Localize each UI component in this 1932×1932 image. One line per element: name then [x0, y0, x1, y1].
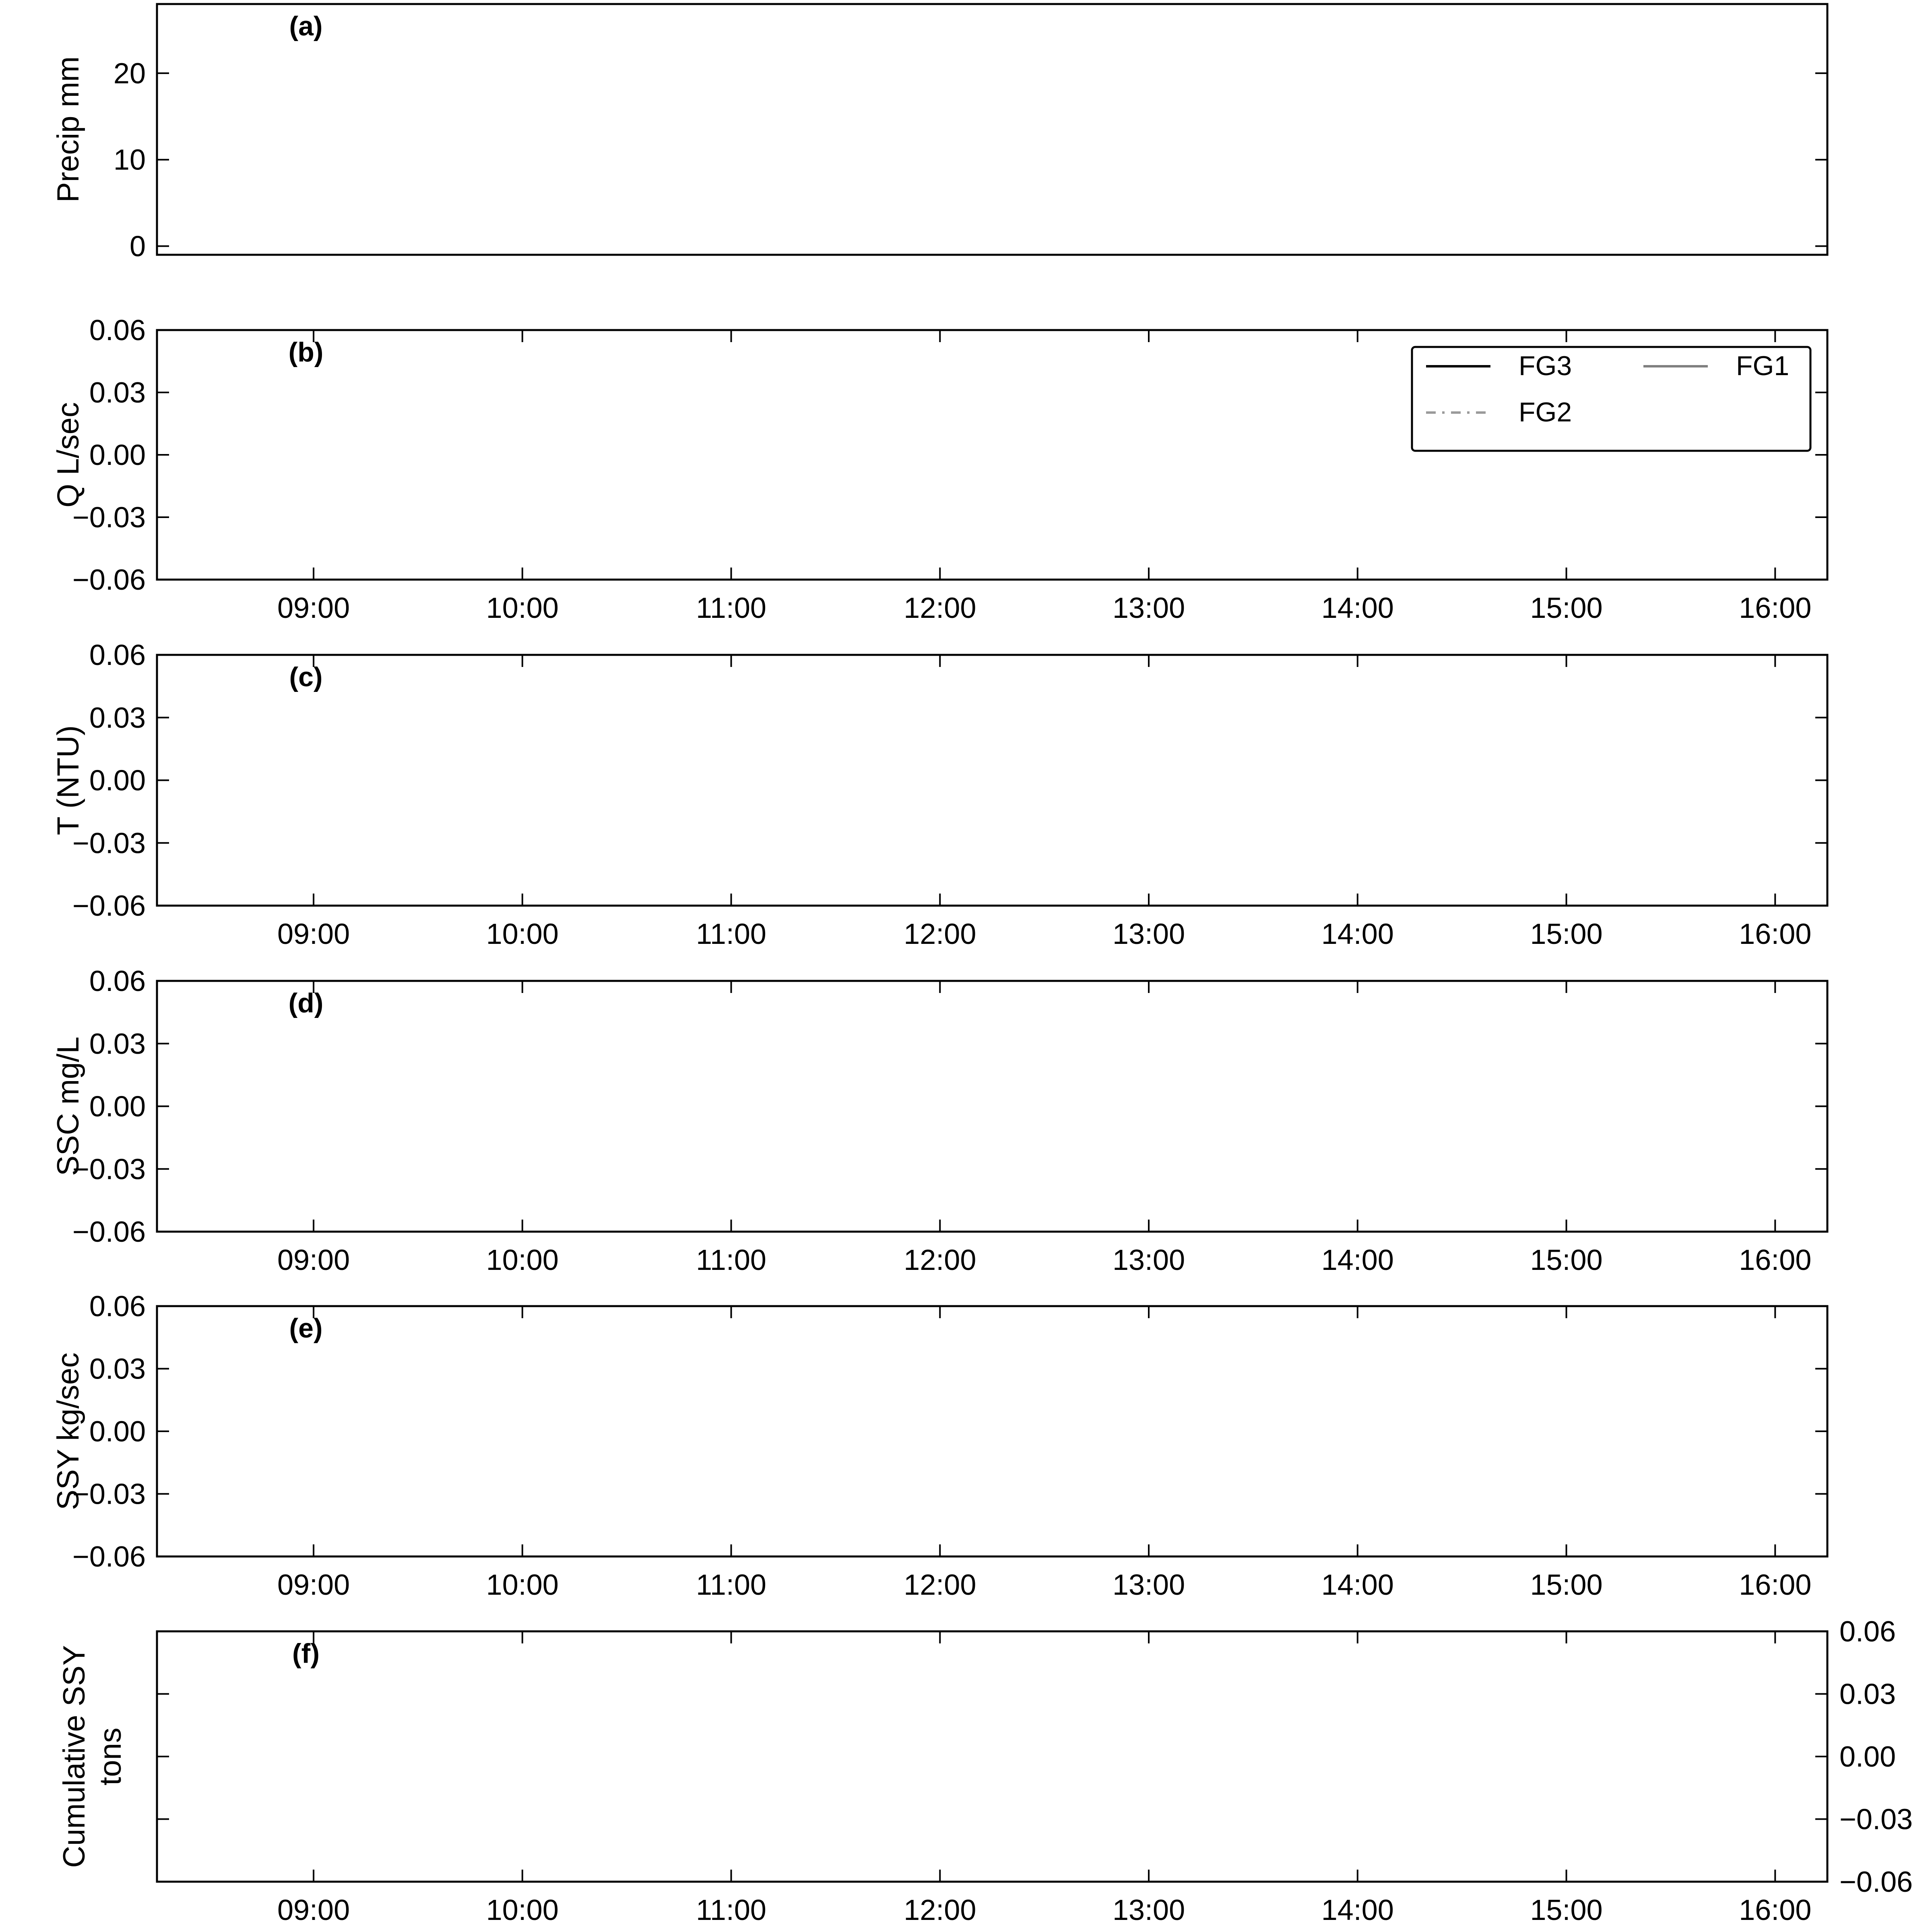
- x-tick-label: 11:00: [696, 918, 766, 950]
- y-tick-label: 0.03: [89, 377, 146, 409]
- panel-b: −0.06 −0.03 0.00 0.03 0.06 09:00 10:00 11:00 12:…: [51, 314, 1829, 624]
- y-tick-label: 0.03: [89, 1028, 146, 1060]
- x-tick-label: 09:00: [277, 1244, 350, 1276]
- x-tick-label: 15:00: [1530, 1244, 1602, 1276]
- x-tick-label: 14:00: [1321, 1569, 1394, 1601]
- plot-frame: [156, 3, 1829, 256]
- legend-label: FG3: [1519, 351, 1572, 381]
- y-tick-label: 0.03: [89, 1353, 146, 1385]
- x-tick-label: 16:00: [1739, 1894, 1811, 1926]
- y-tick-label: 0.06: [89, 314, 146, 347]
- x-tick-label: 15:00: [1530, 918, 1602, 950]
- y-tick-label: −0.03: [1839, 1804, 1913, 1836]
- x-tick-label: 12:00: [904, 1894, 976, 1926]
- y-axis-label: Precip mm: [51, 56, 85, 202]
- x-tick-label: 11:00: [696, 1244, 766, 1276]
- x-tick-label: 16:00: [1739, 592, 1811, 624]
- y-tick-label: 10: [114, 144, 146, 176]
- y-tick-label: 20: [114, 58, 146, 90]
- panel-a: 0 10 20 Precip mm (a): [51, 3, 1829, 263]
- plot-frame: [156, 1630, 1829, 1883]
- y-tick-label: −0.06: [1839, 1866, 1913, 1898]
- panel-c: −0.06 −0.03 0.00 0.03 0.06 09:00 10:00 11:00 12:…: [51, 639, 1829, 950]
- y-tick-label: 0.00: [1839, 1741, 1896, 1773]
- plot-frame: [156, 980, 1829, 1233]
- x-tick-label: 09:00: [277, 918, 350, 950]
- legend: FG3 FG1 FG2: [1411, 346, 1812, 452]
- x-tick-label: 13:00: [1113, 1569, 1185, 1601]
- x-tick-label: 14:00: [1321, 1244, 1394, 1276]
- panel-label: (d): [289, 988, 324, 1018]
- y-axis-label: T (NTU): [51, 725, 85, 835]
- x-tick-label: 13:00: [1113, 1244, 1185, 1276]
- x-tick-label: 13:00: [1113, 1894, 1185, 1926]
- y-tick-label: 0.00: [89, 439, 146, 471]
- x-tick-label: 12:00: [904, 592, 976, 624]
- panel-label: (b): [289, 337, 324, 367]
- y-axis-label: Q L/sec: [51, 402, 85, 508]
- y-axis-label: Cumulative SSY: [57, 1645, 91, 1868]
- y-axis-label: SSY kg/sec: [51, 1352, 85, 1510]
- y-tick-label: −0.03: [72, 1478, 146, 1511]
- y-tick-label: −0.03: [72, 827, 146, 859]
- panel-d: −0.06 −0.03 0.00 0.03 0.06 09:00 10:00 11:00 12:…: [51, 965, 1829, 1276]
- y-tick-label: 0.06: [89, 1290, 146, 1323]
- legend-label: FG1: [1736, 351, 1789, 381]
- x-tick-label: 13:00: [1113, 592, 1185, 624]
- y-axis-label: SSC mg/L: [51, 1036, 85, 1176]
- x-tick-label: 14:00: [1321, 592, 1394, 624]
- x-tick-label: 15:00: [1530, 1569, 1602, 1601]
- panel-label: (f): [292, 1638, 320, 1669]
- y-tick-label: −0.03: [72, 1153, 146, 1185]
- x-tick-label: 11:00: [696, 1894, 766, 1926]
- y-tick-label: 0.06: [89, 965, 146, 997]
- plot-frame: [156, 654, 1829, 907]
- y-tick-label: −0.03: [72, 502, 146, 534]
- y-tick-label: 0.03: [1839, 1678, 1896, 1711]
- y-tick-label: 0.06: [1839, 1616, 1896, 1648]
- x-tick-label: 12:00: [904, 918, 976, 950]
- y-tick-label: −0.06: [72, 890, 146, 922]
- x-tick-label: 10:00: [486, 592, 559, 624]
- y-tick-label: 0.00: [89, 765, 146, 797]
- x-tick-label: 16:00: [1739, 1569, 1811, 1601]
- panel-label: (c): [289, 662, 322, 692]
- x-tick-label: 15:00: [1530, 1894, 1602, 1926]
- y-axis-label: tons: [93, 1728, 128, 1785]
- x-tick-label: 10:00: [486, 1244, 559, 1276]
- y-tick-label: −0.06: [72, 1541, 146, 1573]
- x-tick-label: 11:00: [696, 592, 766, 624]
- x-tick-label: 10:00: [486, 1894, 559, 1926]
- y-tick-label: 0.00: [89, 1091, 146, 1123]
- x-tick-label: 14:00: [1321, 1894, 1394, 1926]
- legend-box: [1411, 346, 1812, 452]
- panel-label: (e): [289, 1313, 322, 1344]
- plot-frame: [156, 1305, 1829, 1558]
- x-tick-label: 16:00: [1739, 918, 1811, 950]
- x-tick-label: 13:00: [1113, 918, 1185, 950]
- x-tick-label: 10:00: [486, 918, 559, 950]
- y-tick-label: −0.06: [72, 1216, 146, 1248]
- panel-label: (a): [289, 11, 322, 41]
- x-tick-label: 14:00: [1321, 918, 1394, 950]
- y-tick-label: 0.00: [89, 1416, 146, 1448]
- x-tick-label: 12:00: [904, 1569, 976, 1601]
- x-tick-label: 09:00: [277, 1569, 350, 1601]
- x-tick-label: 10:00: [486, 1569, 559, 1601]
- x-tick-label: 11:00: [696, 1569, 766, 1601]
- x-tick-label: 16:00: [1739, 1244, 1811, 1276]
- y-tick-label: −0.06: [72, 564, 146, 596]
- y-tick-label: 0: [130, 231, 146, 263]
- panel-f: −0.06 −0.03 0.00 0.03 0.06 09:00 10:00 11:00 12:…: [57, 1616, 1913, 1926]
- x-tick-label: 09:00: [277, 592, 350, 624]
- legend-label: FG2: [1519, 397, 1572, 427]
- x-tick-label: 15:00: [1530, 592, 1602, 624]
- panel-e: −0.06 −0.03 0.00 0.03 0.06 09:00 10:00 11:00 12:…: [51, 1290, 1829, 1601]
- x-tick-label: 09:00: [277, 1894, 350, 1926]
- y-tick-label: 0.03: [89, 702, 146, 734]
- y-tick-label: 0.06: [89, 639, 146, 671]
- x-tick-label: 12:00: [904, 1244, 976, 1276]
